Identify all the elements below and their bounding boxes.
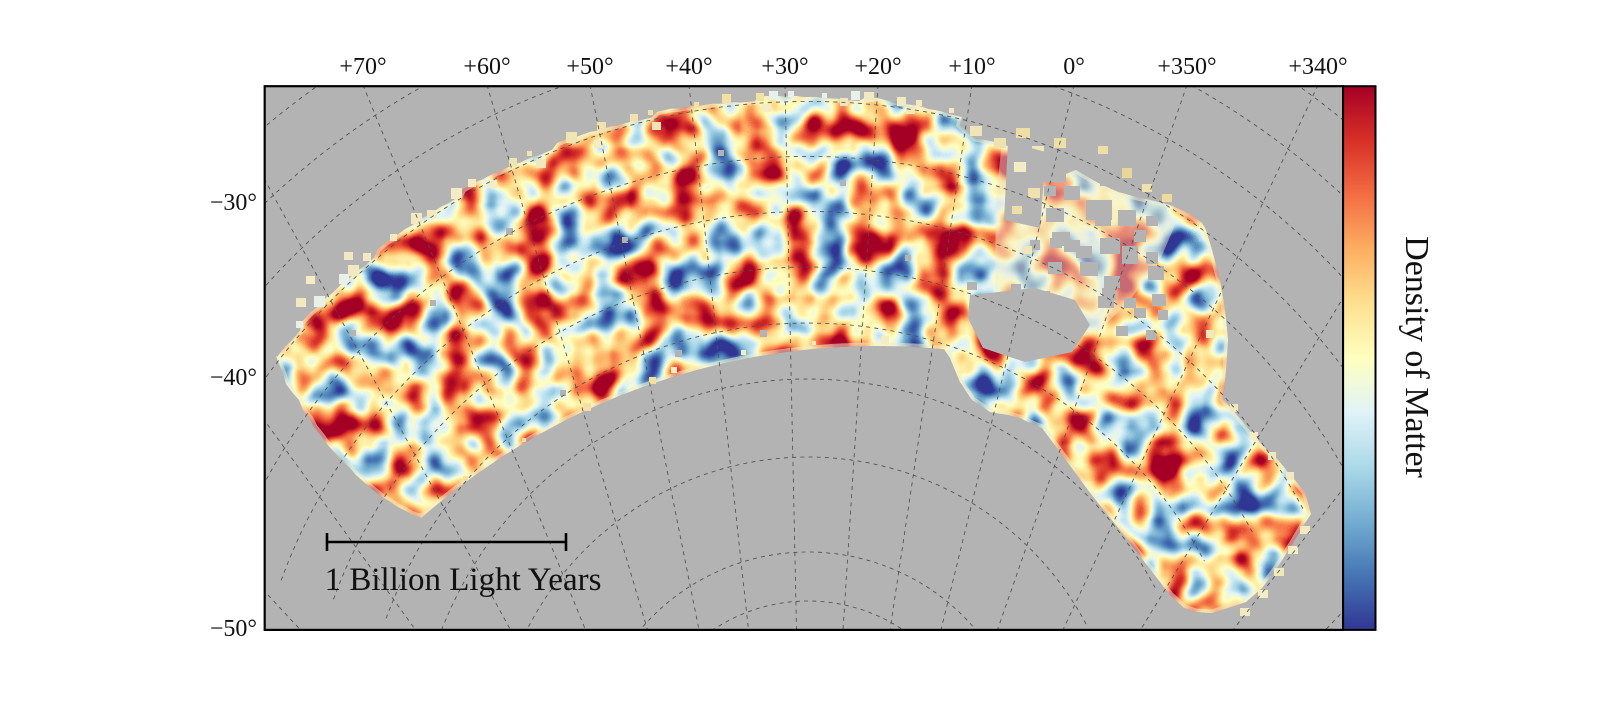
- svg-text:−40°: −40°: [210, 365, 257, 391]
- svg-text:+10°: +10°: [948, 54, 995, 80]
- svg-text:+50°: +50°: [566, 54, 613, 80]
- svg-text:+70°: +70°: [339, 54, 386, 80]
- svg-text:1 Billion Light Years: 1 Billion Light Years: [325, 562, 602, 598]
- svg-text:+350°: +350°: [1157, 54, 1216, 80]
- svg-text:+40°: +40°: [665, 54, 712, 80]
- svg-text:Density of Matter: Density of Matter: [1398, 236, 1435, 478]
- svg-text:+340°: +340°: [1288, 54, 1347, 80]
- svg-text:0°: 0°: [1063, 54, 1085, 80]
- svg-text:−50°: −50°: [210, 616, 257, 642]
- svg-text:+20°: +20°: [854, 54, 901, 80]
- svg-text:+60°: +60°: [463, 54, 510, 80]
- svg-text:−30°: −30°: [210, 190, 257, 216]
- svg-text:+30°: +30°: [761, 54, 808, 80]
